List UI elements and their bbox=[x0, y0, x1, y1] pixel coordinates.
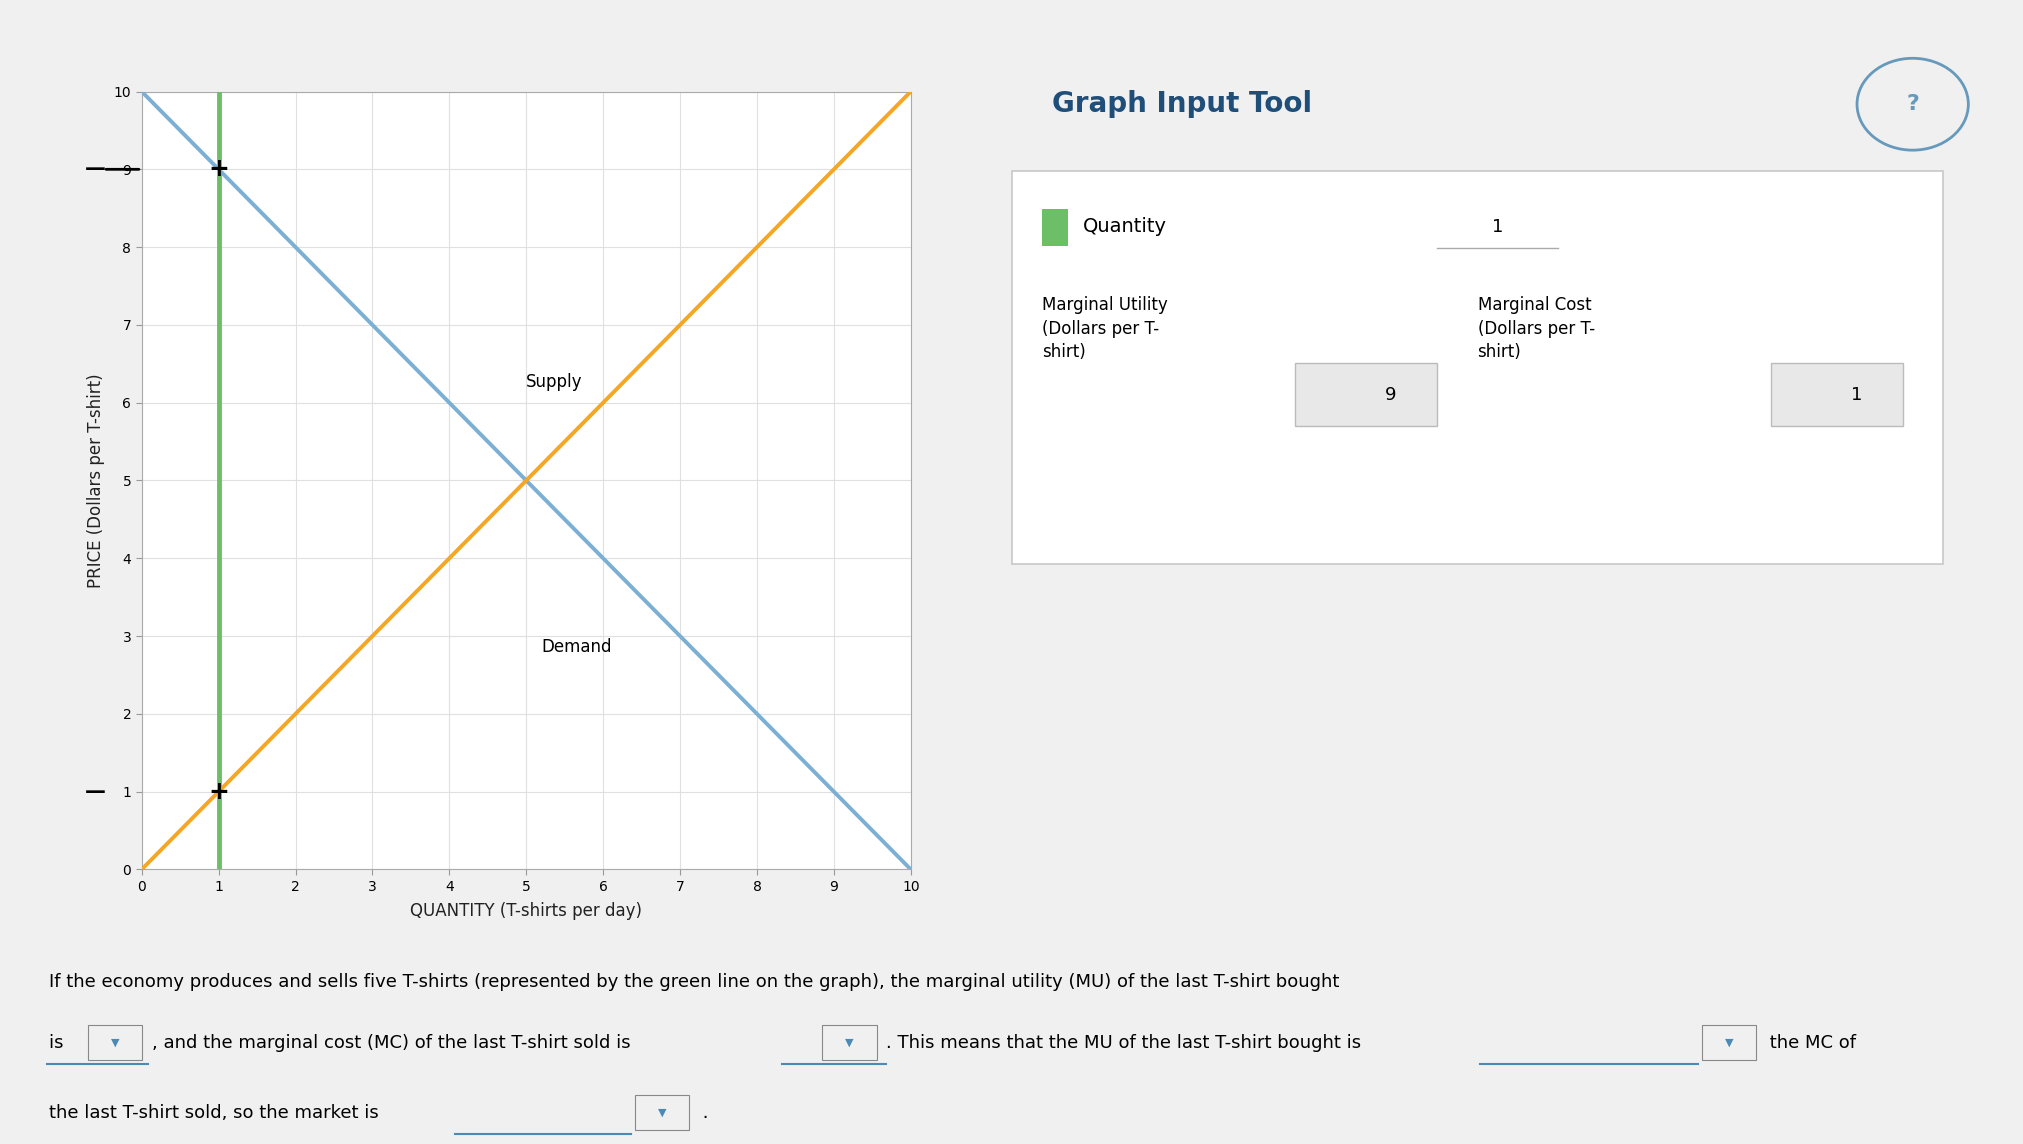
Text: the last T-shirt sold, so the market is: the last T-shirt sold, so the market is bbox=[49, 1104, 384, 1122]
Text: ▼: ▼ bbox=[846, 1038, 854, 1048]
Text: Graph Input Tool: Graph Input Tool bbox=[1052, 90, 1313, 118]
Text: ?: ? bbox=[1906, 94, 1918, 114]
Text: Supply: Supply bbox=[526, 373, 583, 391]
Bar bbox=[1042, 208, 1068, 246]
Text: Marginal Cost
(Dollars per T-
shirt): Marginal Cost (Dollars per T- shirt) bbox=[1477, 296, 1594, 362]
Text: the MC of: the MC of bbox=[1762, 1034, 1855, 1051]
Text: 1: 1 bbox=[1849, 386, 1861, 404]
Text: 9: 9 bbox=[1384, 386, 1396, 404]
X-axis label: QUANTITY (T-shirts per day): QUANTITY (T-shirts per day) bbox=[411, 903, 641, 920]
Text: Marginal Utility
(Dollars per T-
shirt): Marginal Utility (Dollars per T- shirt) bbox=[1042, 296, 1167, 362]
Text: ▼: ▼ bbox=[657, 1107, 666, 1118]
Text: 1: 1 bbox=[1491, 219, 1503, 236]
Text: , and the marginal cost (MC) of the last T-shirt sold is: , and the marginal cost (MC) of the last… bbox=[152, 1034, 635, 1051]
Text: is: is bbox=[49, 1034, 69, 1051]
Bar bbox=[1770, 363, 1902, 426]
Bar bbox=[635, 1096, 688, 1130]
Text: . This means that the MU of the last T-shirt bought is: . This means that the MU of the last T-s… bbox=[886, 1034, 1366, 1051]
Text: —: — bbox=[85, 781, 105, 802]
Bar bbox=[821, 1025, 876, 1060]
Text: —: — bbox=[85, 159, 105, 180]
Y-axis label: PRICE (Dollars per T-shirt): PRICE (Dollars per T-shirt) bbox=[87, 373, 105, 588]
Text: .: . bbox=[696, 1104, 708, 1122]
Text: Demand: Demand bbox=[542, 637, 611, 656]
Text: +: + bbox=[208, 158, 229, 181]
Bar bbox=[1295, 363, 1436, 426]
Bar bbox=[1701, 1025, 1756, 1060]
Text: ▼: ▼ bbox=[1724, 1038, 1732, 1048]
Bar bbox=[87, 1025, 142, 1060]
Text: Quantity: Quantity bbox=[1082, 217, 1167, 237]
Text: +: + bbox=[208, 780, 229, 803]
FancyBboxPatch shape bbox=[1012, 170, 1942, 564]
Text: If the economy produces and sells five T-shirts (represented by the green line o: If the economy produces and sells five T… bbox=[49, 972, 1339, 991]
Text: ▼: ▼ bbox=[111, 1038, 119, 1048]
